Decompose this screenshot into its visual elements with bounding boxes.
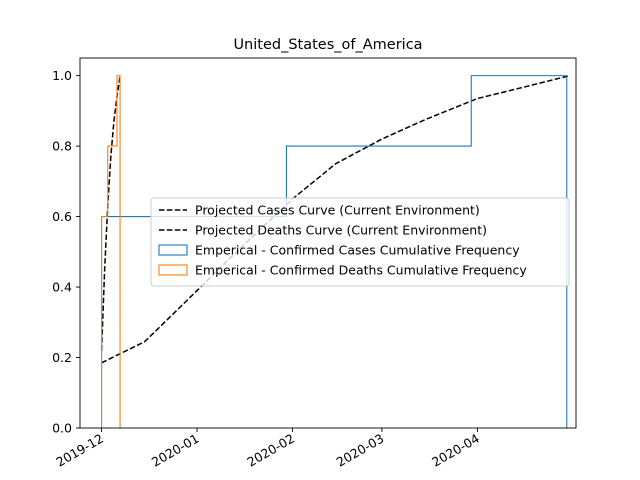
series-4-line bbox=[101, 75, 121, 428]
series-1-line bbox=[101, 74, 571, 364]
legend-label-2: Projected Deaths Curve (Current Environm… bbox=[195, 223, 487, 238]
y-tick-label: 1.0 bbox=[52, 68, 72, 83]
chart-title: United_States_of_America bbox=[233, 37, 422, 53]
axes-frame bbox=[79, 57, 577, 429]
legend-box bbox=[150, 197, 570, 287]
legend-swatch-3 bbox=[158, 244, 188, 256]
y-tick-label: 0.6 bbox=[52, 209, 72, 224]
legend-swatch-4 bbox=[158, 264, 188, 276]
plot-area bbox=[100, 74, 571, 428]
legend-label-1: Projected Cases Curve (Current Environme… bbox=[195, 203, 480, 218]
legend: Projected Cases Curve (Current Environme… bbox=[150, 197, 570, 287]
legend-label-4: Emperical - Confirmed Deaths Cumulative … bbox=[195, 263, 527, 278]
y-tick-label: 0.4 bbox=[52, 280, 72, 295]
series-3-line bbox=[101, 75, 568, 428]
y-tick-label: 0.2 bbox=[52, 350, 72, 365]
legend-label-3: Emperical - Confirmed Cases Cumulative F… bbox=[195, 243, 520, 258]
y-tick-label: 0.0 bbox=[52, 421, 72, 436]
y-tick-label: 0.8 bbox=[52, 139, 72, 154]
